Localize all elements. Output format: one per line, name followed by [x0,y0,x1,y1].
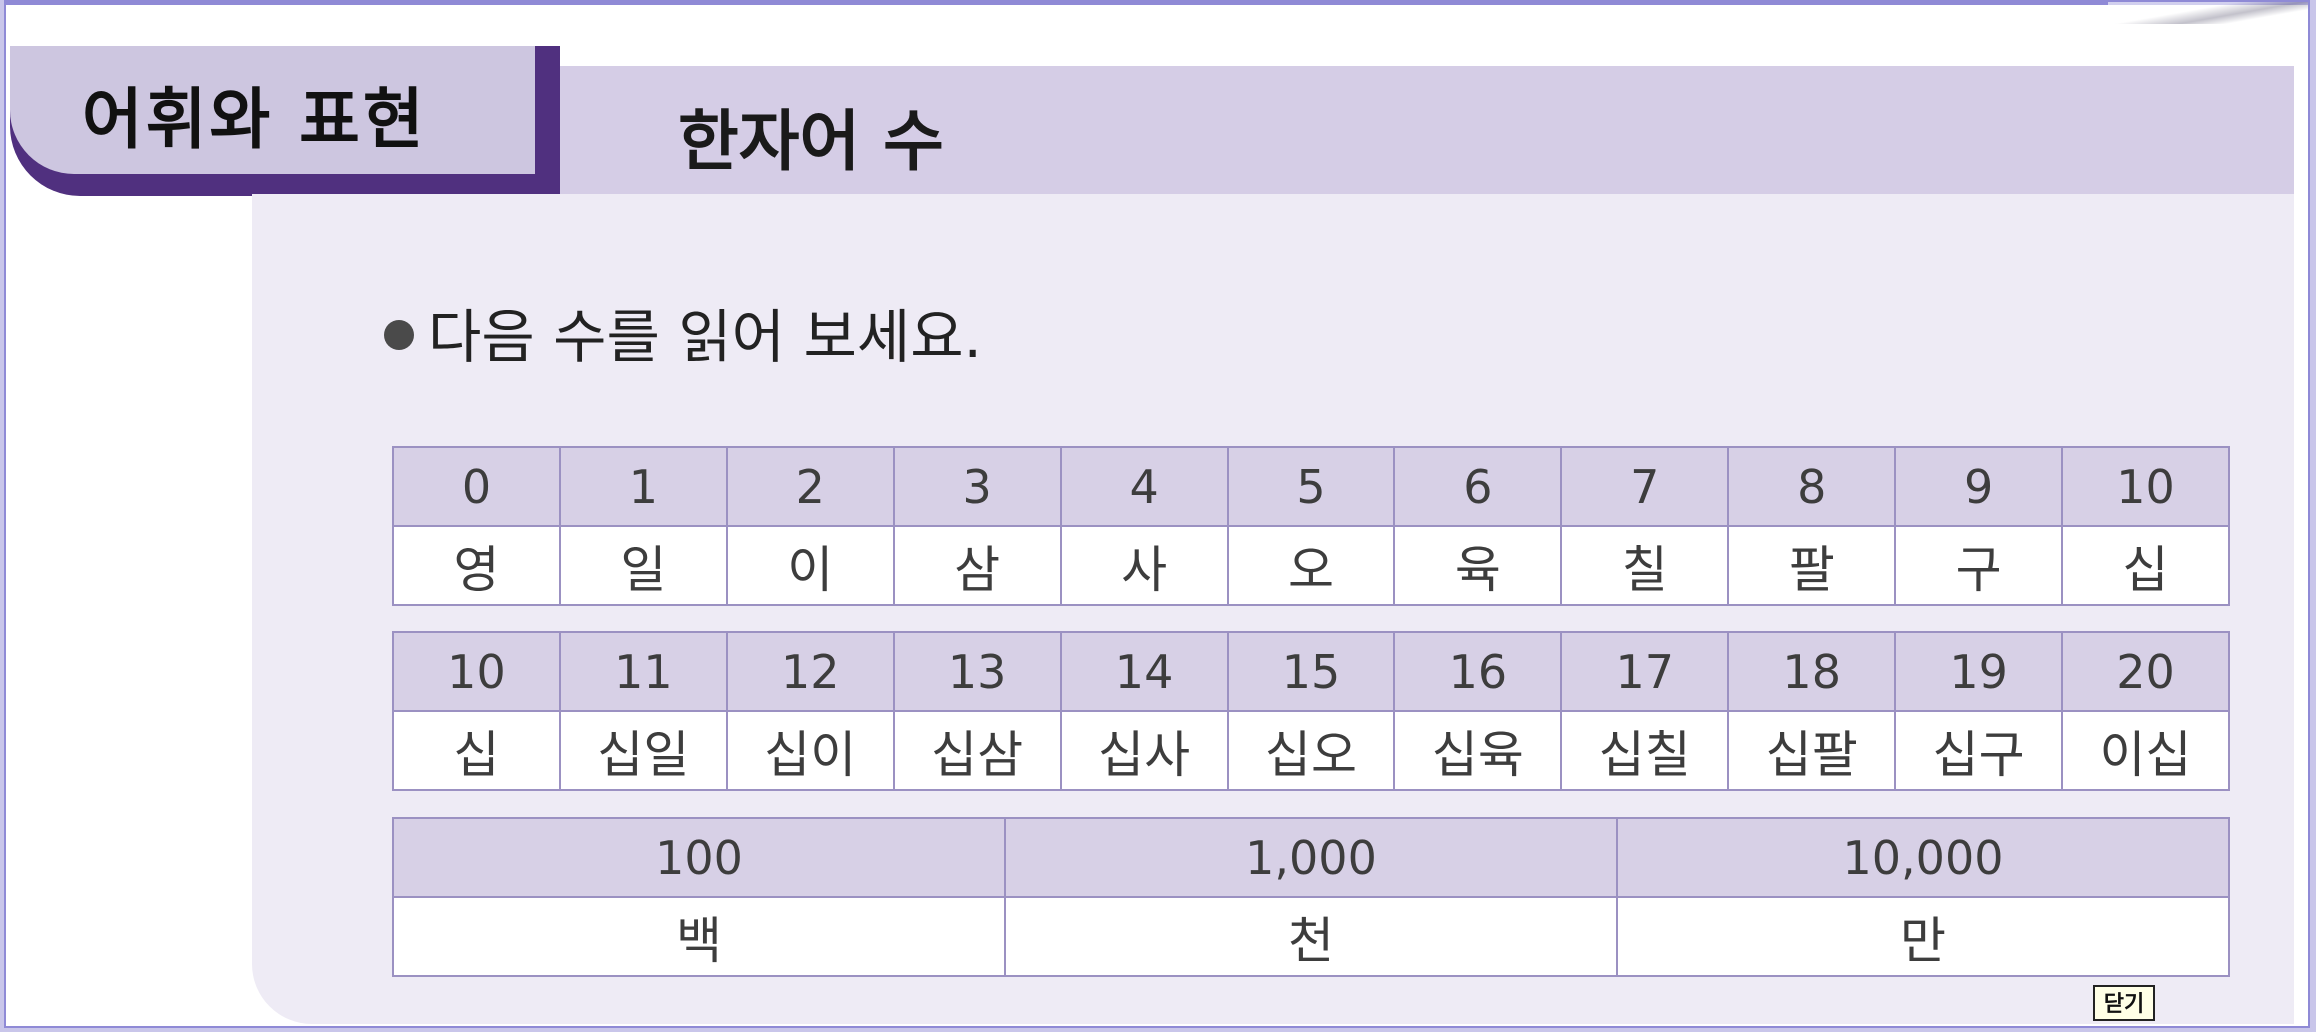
number-cell: 9 [1894,446,2064,527]
page-title: 한자어 수 [678,103,944,180]
reading-cell: 이십 [2061,710,2230,791]
reading-cell: 이 [725,525,895,606]
number-cell: 5 [1226,446,1396,527]
number-cell: 20 [2061,631,2230,712]
title-bar [526,66,2294,194]
reading-row: 십 십일 십이 십삼 십사 십오 십육 십칠 십팔 십구 이십 [392,710,2230,791]
reading-cell: 십 [2061,525,2230,606]
reading-cell: 구 [1894,525,2064,606]
reading-cell: 십사 [1059,710,1229,791]
number-cell: 12 [725,631,895,712]
reading-row: 영 일 이 삼 사 오 육 칠 팔 구 십 [392,525,2230,606]
reading-cell: 영 [392,525,561,606]
corner-shadow [2108,2,2308,24]
reading-cell: 십삼 [892,710,1062,791]
reading-cell: 육 [1393,525,1563,606]
section-tab-face: 어휘와 표현 [10,46,535,174]
reading-cell: 십육 [1393,710,1563,791]
reading-cell: 십일 [558,710,728,791]
numbers-table-0-10: 0 1 2 3 4 5 6 7 8 9 10 영 일 이 삼 사 오 육 칠 팔… [392,446,2230,606]
section-tab: 어휘와 표현 [10,46,560,196]
reading-cell: 사 [1059,525,1229,606]
number-cell: 18 [1727,631,1897,712]
number-cell: 10 [2061,446,2230,527]
instruction: 다음 수를 읽어 보세요. [384,290,982,374]
reading-cell: 십칠 [1560,710,1730,791]
reading-cell: 십이 [725,710,895,791]
number-cell: 19 [1894,631,2064,712]
numbers-table-large: 100 1,000 10,000 백 천 만 [392,817,2230,977]
number-cell: 16 [1393,631,1563,712]
number-cell: 10,000 [1616,817,2230,898]
instruction-text: 다음 수를 읽어 보세요. [428,303,982,371]
number-cell: 13 [892,631,1062,712]
reading-row: 백 천 만 [392,896,2230,977]
number-cell: 2 [725,446,895,527]
reading-cell: 오 [1226,525,1396,606]
number-row: 100 1,000 10,000 [392,817,2230,898]
number-row: 10 11 12 13 14 15 16 17 18 19 20 [392,631,2230,712]
bullet-icon [384,319,414,350]
number-cell: 0 [392,446,561,527]
number-cell: 15 [1226,631,1396,712]
reading-cell: 삼 [892,525,1062,606]
number-cell: 100 [392,817,1006,898]
panel-edge [2294,194,2308,1024]
reading-cell: 십팔 [1727,710,1897,791]
lesson-window: 어휘와 표현 한자어 수 다음 수를 읽어 보세요. 0 1 2 3 4 5 6… [4,0,2310,1028]
number-row: 0 1 2 3 4 5 6 7 8 9 10 [392,446,2230,527]
reading-cell: 백 [392,896,1006,977]
number-cell: 1,000 [1004,817,1618,898]
number-cell: 3 [892,446,1062,527]
reading-cell: 십오 [1226,710,1396,791]
number-cell: 10 [392,631,561,712]
close-button[interactable]: 닫기 [2093,985,2155,1021]
reading-cell: 천 [1004,896,1618,977]
number-cell: 14 [1059,631,1229,712]
numbers-table-10-20: 10 11 12 13 14 15 16 17 18 19 20 십 십일 십이… [392,631,2230,791]
number-cell: 4 [1059,446,1229,527]
reading-cell: 일 [558,525,728,606]
number-cell: 17 [1560,631,1730,712]
number-cell: 7 [1560,446,1730,527]
reading-cell: 만 [1616,896,2230,977]
reading-cell: 십구 [1894,710,2064,791]
reading-cell: 팔 [1727,525,1897,606]
top-border [6,2,2308,5]
number-cell: 11 [558,631,728,712]
number-cell: 1 [558,446,728,527]
number-cell: 6 [1393,446,1563,527]
section-label: 어휘와 표현 [82,81,427,158]
number-cell: 8 [1727,446,1897,527]
reading-cell: 칠 [1560,525,1730,606]
reading-cell: 십 [392,710,561,791]
